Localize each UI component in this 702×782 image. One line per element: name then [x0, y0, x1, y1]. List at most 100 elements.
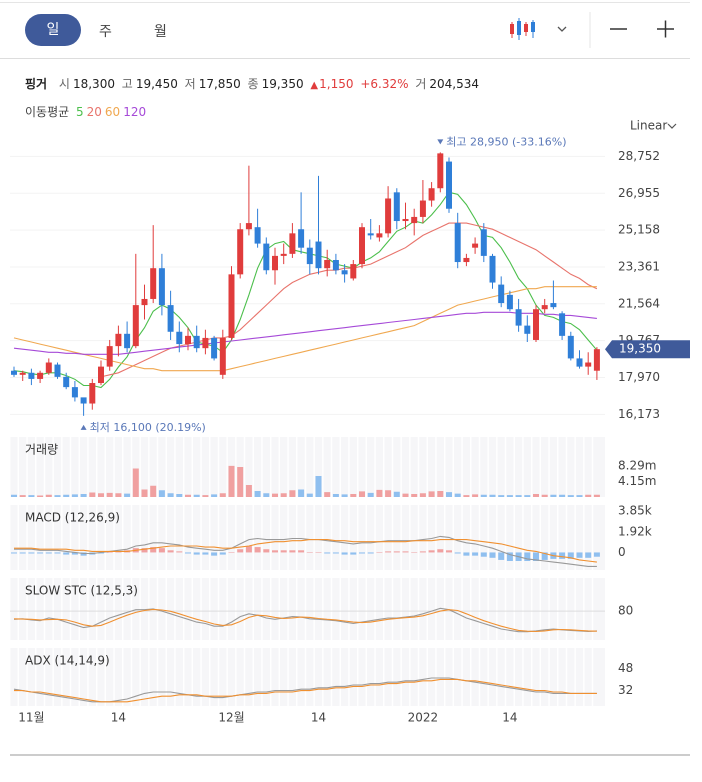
volume-bar: [533, 494, 539, 497]
candle-body: [376, 233, 383, 238]
candle-body: [524, 325, 531, 334]
tab-month[interactable]: 월: [154, 24, 167, 40]
quote-value: 17,850: [198, 77, 241, 91]
panel-title: ADX (14,14,9): [25, 654, 110, 668]
toolbar-icons: [510, 12, 674, 48]
macd-histogram: [37, 552, 44, 554]
volume-bar: [237, 467, 244, 497]
macd-histogram: [167, 550, 174, 553]
candle-body: [11, 370, 17, 375]
macd-histogram: [402, 551, 409, 553]
quote-label: 거: [415, 77, 427, 91]
macd-histogram: [176, 551, 183, 553]
volume-bar: [324, 492, 331, 497]
candle-body: [219, 337, 226, 375]
y-tick-label: 25,158: [618, 223, 660, 237]
candle-body: [446, 161, 452, 209]
macd-histogram: [411, 552, 418, 553]
macd-histogram: [193, 552, 200, 555]
scale-dropdown[interactable]: [667, 123, 677, 129]
tab-week[interactable]: 주: [99, 24, 112, 40]
candle-body: [498, 284, 505, 304]
volume-bar: [437, 491, 444, 497]
macd-histogram: [593, 552, 600, 557]
candle-body: [124, 333, 131, 349]
macd-histogram: [141, 548, 148, 553]
macd-histogram: [11, 552, 17, 554]
min-marker: [80, 424, 87, 430]
x-tick-label: 12월: [218, 711, 244, 725]
candle-body: [393, 192, 400, 222]
candle-body: [167, 305, 174, 332]
legend-entry: 60: [104, 105, 121, 119]
volume-bar: [498, 495, 505, 497]
candle-body: [306, 247, 313, 265]
volume-bar: [150, 485, 157, 497]
volume-bar: [463, 495, 470, 497]
candle-body: [254, 227, 261, 244]
volume-bar: [89, 492, 96, 497]
candle-body: [237, 229, 244, 275]
volume-bar: [202, 495, 209, 497]
volume-bar: [567, 495, 574, 497]
volume-bar: [393, 491, 400, 497]
quote-value: 18,300: [72, 77, 115, 91]
volume-bar: [254, 491, 261, 497]
macd-histogram: [245, 546, 252, 553]
stock-name: 핑거: [25, 77, 48, 91]
volume-bar: [115, 493, 122, 497]
legend-title: 이동평균: [25, 105, 70, 119]
candle-body: [71, 387, 78, 398]
macd-histogram: [385, 551, 392, 553]
candle-icon[interactable]: [510, 18, 535, 40]
y-tick-label: 0: [618, 545, 626, 559]
legend-entry: 120: [123, 105, 147, 119]
candle-body: [506, 294, 513, 310]
tab-day[interactable]: 일: [25, 14, 81, 46]
macd-histogram: [289, 550, 296, 553]
candle-body: [454, 223, 461, 263]
volume-bar: [315, 476, 322, 497]
zoom-in[interactable]: [657, 20, 674, 38]
candle-body: [533, 309, 539, 340]
volume-bar: [219, 493, 226, 497]
y-tick-label: 3.85k: [618, 504, 652, 518]
y-tick-label: 80: [618, 604, 633, 618]
ma-line: [13, 191, 598, 389]
scale-label: Linear: [630, 119, 667, 133]
macd-histogram: [376, 552, 383, 553]
volume-bar: [185, 494, 191, 497]
candle-body: [98, 366, 104, 384]
dropdown-icon[interactable]: [557, 26, 567, 32]
volume-bar: [280, 493, 287, 497]
macd-histogram: [359, 552, 365, 554]
volume-bar: [593, 494, 600, 497]
change-arrow: ▲: [310, 80, 319, 91]
volume-bar: [376, 489, 383, 497]
macd-histogram: [332, 552, 339, 554]
y-tick-label: 4.15m: [618, 474, 656, 488]
macd-histogram: [567, 552, 574, 559]
quote-value: 204,534: [429, 77, 479, 91]
volume-bar: [272, 493, 278, 497]
top-border: [0, 2, 690, 3]
min-label: 최저 16,100 (20.19%): [90, 421, 206, 434]
macd-histogram: [63, 552, 70, 555]
volume-bar: [480, 494, 487, 497]
last-price-badge: [605, 340, 690, 359]
macd-histogram: [498, 552, 505, 560]
candle-body: [463, 257, 470, 263]
macd-histogram: [28, 552, 35, 554]
macd-histogram: [98, 552, 104, 554]
candle-body: [515, 309, 522, 326]
volume-bar: [98, 493, 104, 497]
volume-bar: [158, 490, 165, 497]
candle-body: [332, 259, 339, 271]
volume-bar: [19, 495, 26, 497]
ma-line: [100, 222, 598, 378]
volume-bar: [80, 494, 87, 497]
macd-histogram: [211, 552, 218, 556]
candle-body: [37, 372, 44, 379]
candle-body: [63, 376, 70, 388]
